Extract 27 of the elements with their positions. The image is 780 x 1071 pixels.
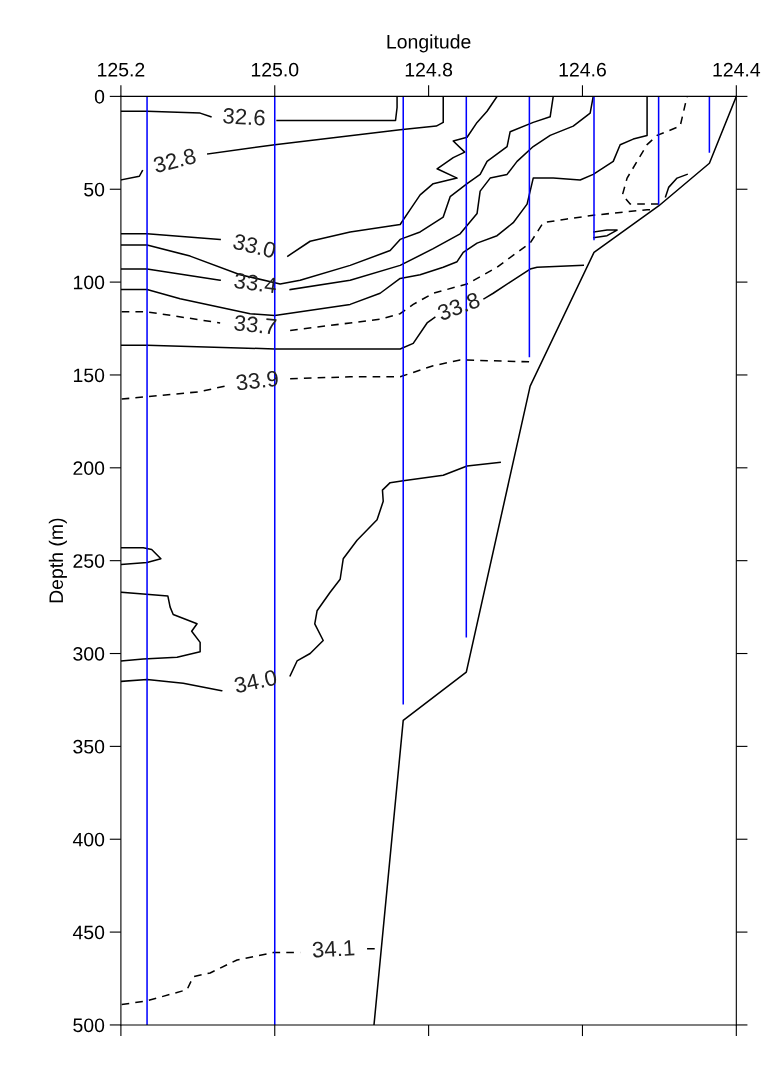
y-axis-title: Depth (m) — [48, 518, 67, 603]
x-tick-label: 124.6 — [559, 62, 606, 77]
x-tick-label: 125.2 — [98, 62, 145, 77]
x-tick-label: 125.0 — [251, 62, 299, 77]
text: 33.8 — [436, 291, 481, 322]
x-tick-label: 124.4 — [713, 62, 761, 77]
text: 34.0 — [233, 669, 278, 694]
y-tick-label: 200 — [73, 461, 105, 476]
y-tick-label: 450 — [72, 925, 105, 940]
series-label: 34.1 — [312, 939, 355, 958]
series-label: 32.6 — [222, 107, 266, 126]
x-tick-label: 124.8 — [405, 62, 453, 77]
text: 32.8 — [152, 147, 197, 174]
x-axis-title: Longitude — [387, 34, 471, 53]
y-tick-label: 350 — [73, 739, 105, 754]
y-tick-label: 500 — [73, 1018, 105, 1033]
y-tick-label: 100 — [73, 275, 105, 290]
text: 33.9 — [235, 370, 279, 391]
text: 33.0 — [232, 233, 277, 259]
text: 33.4 — [233, 272, 278, 294]
y-tick-label: 50 — [84, 182, 105, 197]
y-tick-label: 150 — [73, 368, 105, 383]
y-tick-label: 400 — [72, 832, 105, 847]
text: 33.7 — [233, 314, 277, 335]
y-tick-label: 250 — [73, 554, 105, 568]
y-tick-label: 0 — [94, 89, 105, 104]
y-tick-label: 300 — [73, 646, 105, 661]
